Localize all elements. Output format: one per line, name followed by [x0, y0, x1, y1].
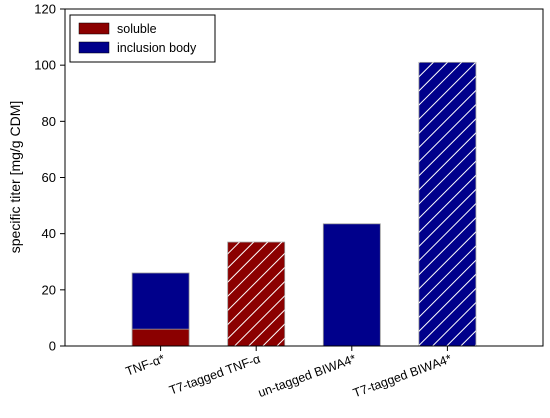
x-tick-label: TNF-α*: [124, 352, 167, 379]
y-tick-label: 40: [42, 226, 56, 241]
legend-swatch-inclusion-body: [78, 41, 110, 54]
bar-inclusion-body: [322, 223, 381, 347]
y-axis: 0 20 40 60 80 100 120: [34, 2, 65, 354]
legend-swatch-soluble: [78, 22, 110, 35]
bar-hatch: [418, 62, 476, 346]
bar-inclusion-body: [131, 272, 190, 330]
legend: soluble inclusion body: [69, 14, 216, 63]
x-tick-label: un-tagged BIWA4*: [256, 352, 358, 400]
x-tick-label: T7-tagged TNF-α: [167, 352, 262, 398]
y-tick-label: 0: [49, 339, 56, 354]
bars-layer: [131, 61, 477, 347]
y-tick-label: 120: [34, 2, 56, 17]
y-tick-label: 100: [34, 58, 56, 73]
y-tick-label: 80: [42, 114, 56, 129]
y-axis-title: specific titer [mg/g CDM]: [7, 101, 23, 253]
legend-label-soluble: soluble: [117, 22, 157, 36]
y-tick-label: 20: [42, 282, 56, 297]
legend-label-inclusion-body: inclusion body: [117, 41, 197, 55]
bar-hatch: [227, 242, 285, 346]
y-tick-label: 60: [42, 170, 56, 185]
x-tick-label: T7-tagged BIWA4*: [351, 352, 453, 401]
bar-soluble: [131, 328, 190, 347]
x-axis: TNF-α* T7-tagged TNF-αun-tagged BIWA4*T7-…: [124, 346, 454, 400]
